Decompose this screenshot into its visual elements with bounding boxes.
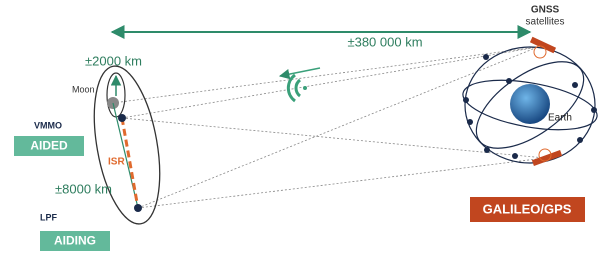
earth (510, 84, 550, 124)
aiding-label: AIDING (54, 234, 96, 248)
aided-label: AIDED (30, 139, 68, 153)
links (113, 47, 545, 208)
moon-label: Moon (72, 84, 95, 94)
isr-label: ISR (108, 157, 125, 168)
orbit-label: ±2000 km (85, 53, 142, 68)
constellation-label: GALILEO/GPS (483, 201, 572, 216)
vmmo-label: VMMO (34, 120, 62, 130)
lpf-label: LPF (40, 212, 58, 222)
gnss-subtitle: satellites (526, 17, 565, 28)
signal-icon (288, 75, 307, 101)
vmmo-dot (118, 114, 126, 122)
page: ±380 000 km GNSS satellites ±2000 km Moo… (0, 0, 605, 261)
signal-arrow (280, 68, 320, 76)
distance-label: ±380 000 km (347, 34, 422, 49)
diagram: ±380 000 km GNSS satellites ±2000 km Moo… (0, 0, 605, 261)
lpf-dot (134, 204, 142, 212)
gnss-title: GNSS (531, 5, 560, 16)
far-label: ±8000 km (55, 181, 112, 196)
earth-label: Earth (548, 113, 572, 124)
